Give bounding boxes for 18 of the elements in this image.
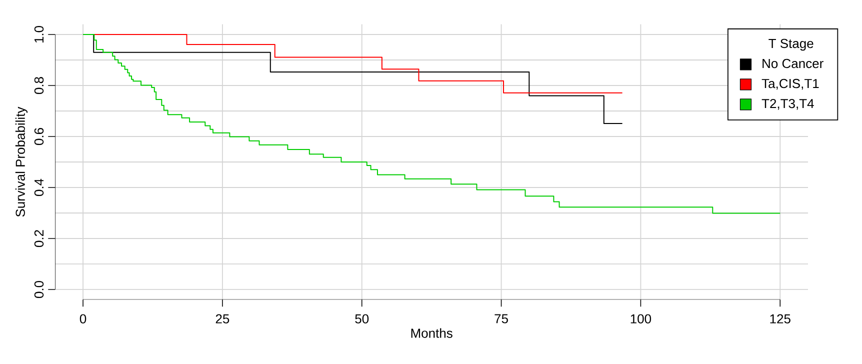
- y-axis-title: Survival Probability: [15, 106, 28, 217]
- x-tick-label: 125: [770, 314, 790, 324]
- legend-label: Ta,CIS,T1: [762, 78, 819, 90]
- x-tick-label: 0: [80, 314, 86, 324]
- x-tick-label: 25: [216, 314, 230, 324]
- legend-title: T Stage: [768, 38, 814, 51]
- x-tick-label: 75: [494, 314, 508, 324]
- y-tick-label: 0.8: [34, 77, 44, 94]
- y-tick-label: 1.0: [34, 26, 44, 43]
- y-tick-label: 0.4: [34, 178, 44, 196]
- y-tick-label: 0.2: [34, 230, 44, 248]
- y-tick-label: 0.0: [34, 280, 44, 298]
- x-tick-label: 50: [355, 314, 369, 324]
- legend-label: T2,T3,T4: [762, 98, 814, 110]
- legend-label: No Cancer: [762, 58, 824, 68]
- y-tick-label: 0.6: [34, 128, 44, 146]
- x-axis-title: Months: [411, 328, 452, 338]
- x-tick-label: 100: [630, 314, 652, 324]
